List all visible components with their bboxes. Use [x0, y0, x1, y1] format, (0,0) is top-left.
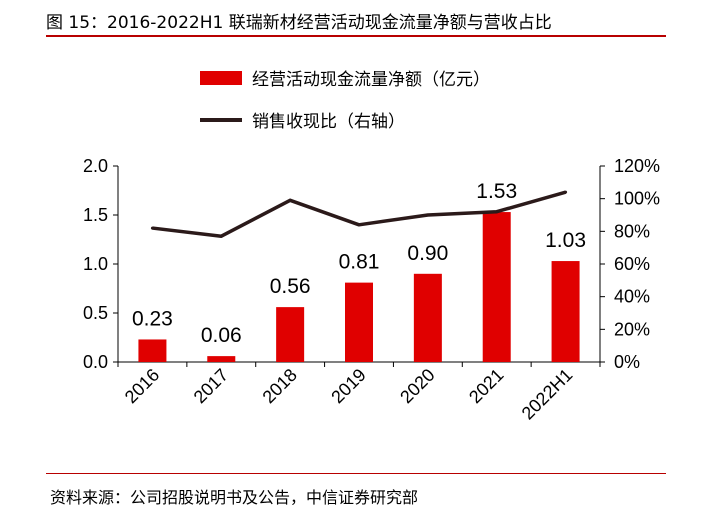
bar [551, 261, 580, 362]
x-tick-label: 2020 [396, 365, 438, 407]
bar-value-label: 0.06 [201, 324, 242, 347]
x-tick-label: 2016 [121, 365, 163, 407]
line-point [150, 226, 154, 230]
bar [138, 339, 167, 362]
bar [276, 307, 305, 362]
left-tick-label: 0.5 [83, 303, 108, 323]
left-tick-label: 1.0 [83, 254, 108, 274]
title-rule [46, 35, 666, 37]
x-tick-label: 2022H1 [518, 365, 577, 424]
right-tick-label: 100% [614, 189, 660, 209]
bar [207, 356, 236, 362]
axes: 0.0 0.5 1.0 1.5 2.0 0% 20% 40% 60% 80% 100% 120% 201… [83, 156, 660, 423]
x-tick-label: 2021 [465, 365, 507, 407]
bar [413, 273, 442, 362]
left-tick-label: 0.0 [83, 352, 108, 372]
legend-bar-swatch [200, 71, 242, 85]
bar-value-label: 0.90 [407, 242, 448, 265]
source-rule [46, 473, 666, 474]
line-point [357, 223, 361, 227]
right-tick-label: 120% [614, 156, 660, 176]
legend: 经营活动现金流量净额（亿元） 销售收现比（右轴） [200, 70, 490, 131]
chart: 经营活动现金流量净额（亿元）销售收现比（右轴） 0.00.51.01.52.00… [83, 70, 660, 423]
line-point [564, 190, 568, 194]
line-point [426, 213, 430, 217]
right-tick-label: 0% [614, 352, 640, 372]
bar-value-label: 1.03 [545, 229, 586, 252]
bar [482, 212, 511, 362]
source-note: 资料来源：公司招股说明书及公告，中信证券研究部 [50, 488, 419, 507]
line-point [495, 210, 499, 214]
x-tick-label: 2017 [190, 365, 232, 407]
x-tick-label: 2018 [259, 365, 301, 407]
line-point [288, 198, 292, 202]
bar-value-label: 0.56 [270, 275, 311, 298]
x-tick-label: 2019 [327, 365, 369, 407]
legend-bar-label: 经营活动现金流量净额（亿元） [252, 70, 490, 89]
line-point [219, 234, 223, 238]
right-tick-label: 40% [614, 287, 650, 307]
figure-title: 图 15：2016-2022H1 联瑞新材经营活动现金流量净额与营收占比 [46, 13, 552, 33]
left-tick-label: 2.0 [83, 156, 108, 176]
right-tick-label: 20% [614, 319, 650, 339]
right-tick-label: 80% [614, 221, 650, 241]
bar [345, 282, 373, 362]
right-tick-label: 60% [614, 254, 650, 274]
bar-value-label: 1.53 [476, 180, 517, 203]
bar-value-label: 0.23 [132, 307, 173, 330]
legend-line-label: 销售收现比（右轴） [252, 112, 405, 131]
left-tick-label: 1.5 [83, 205, 108, 225]
bar-value-label: 0.81 [339, 251, 380, 274]
bar-series: 0.23 0.06 0.56 0.81 0.90 1.53 1.03 [132, 180, 586, 362]
line-series [150, 190, 568, 238]
